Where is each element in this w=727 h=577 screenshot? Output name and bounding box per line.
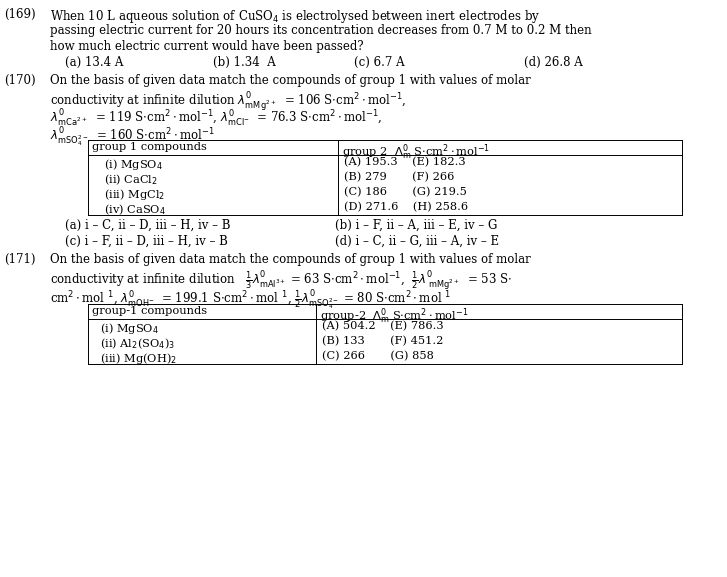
Text: (170): (170)	[4, 74, 36, 87]
Text: On the basis of given data match the compounds of group 1 with values of molar: On the basis of given data match the com…	[50, 74, 531, 87]
Text: (A) 195.3    (E) 182.3: (A) 195.3 (E) 182.3	[344, 157, 465, 167]
Text: (ii) CaCl$_2$: (ii) CaCl$_2$	[104, 172, 158, 186]
Text: group-2  $\Lambda^{0}_{\mathrm{m}}$ S$\cdot$cm$^{2}\cdot$mol$^{-1}$: group-2 $\Lambda^{0}_{\mathrm{m}}$ S$\cd…	[320, 306, 468, 325]
Text: (c) 6.7 A: (c) 6.7 A	[354, 56, 405, 69]
Text: (B) 279       (F) 266: (B) 279 (F) 266	[344, 172, 454, 182]
Text: conductivity at infinite dilution $\lambda^{0}_{\mathrm{mMg}^{2+}}$  = 106 S$\cd: conductivity at infinite dilution $\lamb…	[50, 90, 406, 113]
Text: (d) 26.8 A: (d) 26.8 A	[524, 56, 583, 69]
Text: group 2  $\Lambda^{0}_{\mathrm{m}}$ S$\cdot$cm$^{2}\cdot$mol$^{-1}$: group 2 $\Lambda^{0}_{\mathrm{m}}$ S$\cd…	[342, 142, 490, 162]
Text: (i) MgSO$_4$: (i) MgSO$_4$	[104, 157, 163, 172]
Text: (iv) CaSO$_4$: (iv) CaSO$_4$	[104, 202, 166, 216]
Text: cm$^{2}\cdot$mol $^{1}$, $\lambda^{0}_{\mathrm{mOH}^{-}}$  = 199.1 S$\cdot$cm$^{: cm$^{2}\cdot$mol $^{1}$, $\lambda^{0}_{\…	[50, 289, 451, 313]
Text: (D) 271.6    (H) 258.6: (D) 271.6 (H) 258.6	[344, 202, 468, 212]
Text: (B) 133       (F) 451.2: (B) 133 (F) 451.2	[322, 336, 443, 346]
Text: passing electric current for 20 hours its concentration decreases from 0.7 M to : passing electric current for 20 hours it…	[50, 24, 592, 37]
Text: (iii) Mg(OH)$_2$: (iii) Mg(OH)$_2$	[100, 351, 177, 366]
Text: $\lambda^{0}_{\mathrm{mCa}^{2+}}$  = 119 S$\cdot$cm$^{2}\cdot$mol$^{-1}$, $\lamb: $\lambda^{0}_{\mathrm{mCa}^{2+}}$ = 119 …	[50, 108, 382, 129]
Text: how much electric current would have been passed?: how much electric current would have bee…	[50, 40, 364, 53]
Text: (iii) MgCl$_2$: (iii) MgCl$_2$	[104, 187, 165, 202]
Text: group 1 compounds: group 1 compounds	[92, 142, 207, 152]
Text: (c) i – F, ii – D, iii – H, iv – B: (c) i – F, ii – D, iii – H, iv – B	[65, 235, 228, 248]
Text: (171): (171)	[4, 253, 36, 266]
Text: On the basis of given data match the compounds of group 1 with values of molar: On the basis of given data match the com…	[50, 253, 531, 266]
Text: (C) 186       (G) 219.5: (C) 186 (G) 219.5	[344, 187, 467, 197]
Text: (ii) Al$_2$(SO$_4$)$_3$: (ii) Al$_2$(SO$_4$)$_3$	[100, 336, 175, 351]
Text: (169): (169)	[4, 8, 36, 21]
Text: (i) MgSO$_4$: (i) MgSO$_4$	[100, 321, 159, 336]
Text: conductivity at infinite dilution   $\frac{1}{3}\lambda^{0}_{\mathrm{mAl}^{3+}}$: conductivity at infinite dilution $\frac…	[50, 269, 512, 292]
Text: (a) i – C, ii – D, iii – H, iv – B: (a) i – C, ii – D, iii – H, iv – B	[65, 219, 230, 232]
Text: $\lambda^{0}_{\mathrm{mSO}^{2-}_{4}}$  = 160 S$\cdot$cm$^{2}\cdot$mol$^{-1}$: $\lambda^{0}_{\mathrm{mSO}^{2-}_{4}}$ = …	[50, 126, 214, 149]
Text: (b) i – F, ii – A, iii – E, iv – G: (b) i – F, ii – A, iii – E, iv – G	[335, 219, 497, 232]
Text: (A) 504.2    (E) 786.3: (A) 504.2 (E) 786.3	[322, 321, 443, 331]
Text: (b) 1.34  A: (b) 1.34 A	[213, 56, 276, 69]
Text: (d) i – C, ii – G, iii – A, iv – E: (d) i – C, ii – G, iii – A, iv – E	[335, 235, 499, 248]
Text: When 10 L aqueous solution of CuSO$_4$ is electrolysed between inert electrodes : When 10 L aqueous solution of CuSO$_4$ i…	[50, 8, 540, 25]
Text: (C) 266       (G) 858: (C) 266 (G) 858	[322, 351, 434, 361]
Text: (a) 13.4 A: (a) 13.4 A	[65, 56, 124, 69]
Text: group-1 compounds: group-1 compounds	[92, 306, 207, 316]
